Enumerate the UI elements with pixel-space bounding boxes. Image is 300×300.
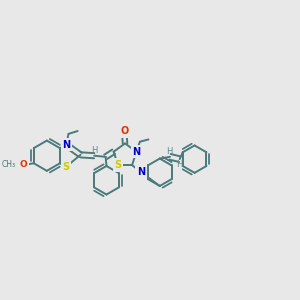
Text: O: O	[20, 160, 27, 169]
Text: H: H	[177, 160, 183, 169]
Text: H: H	[91, 146, 98, 155]
Text: N: N	[137, 167, 145, 177]
Text: S: S	[63, 162, 70, 172]
Text: H: H	[167, 147, 173, 156]
Text: N: N	[132, 147, 140, 157]
Text: CH₃: CH₃	[2, 160, 16, 169]
Text: O: O	[120, 126, 129, 136]
Text: N: N	[62, 140, 70, 150]
Text: S: S	[114, 160, 122, 170]
